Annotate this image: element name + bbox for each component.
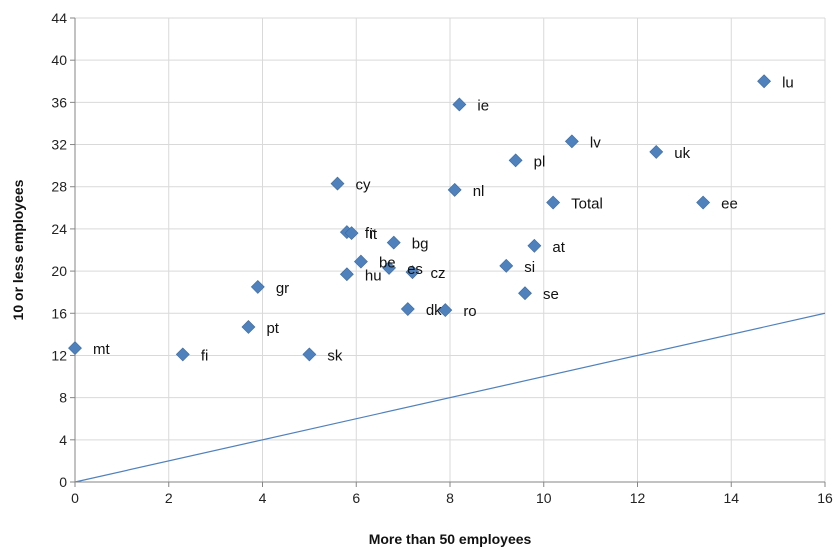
data-point-gr bbox=[250, 279, 265, 294]
axes bbox=[70, 17, 826, 487]
data-point-ro bbox=[438, 303, 453, 318]
data-point-es bbox=[382, 261, 396, 275]
data-point-fi bbox=[175, 347, 190, 362]
y-tick-label: 4 bbox=[59, 432, 67, 448]
point-label-ee: ee bbox=[721, 196, 738, 213]
data-point-pt bbox=[241, 320, 256, 334]
x-tick-label: 2 bbox=[165, 490, 173, 506]
point-label-total: Total bbox=[571, 196, 603, 213]
y-tick-label: 32 bbox=[51, 137, 67, 153]
data-point-pl bbox=[508, 153, 523, 168]
data-point-si bbox=[499, 258, 514, 273]
point-label-it: it bbox=[370, 226, 378, 243]
x-tick-label: 10 bbox=[536, 490, 552, 506]
y-tick-label: 24 bbox=[51, 221, 67, 237]
point-label-lu: lu bbox=[782, 74, 794, 91]
data-point-cz bbox=[405, 265, 420, 280]
y-tick-label: 20 bbox=[51, 263, 67, 279]
data-points bbox=[68, 74, 771, 362]
y-tick-label: 28 bbox=[51, 179, 67, 195]
reference-line bbox=[74, 312, 826, 483]
data-point-be bbox=[354, 254, 368, 269]
y-tick-label: 8 bbox=[59, 390, 67, 406]
y-tick-label: 36 bbox=[51, 94, 67, 110]
y-axis-title: 10 or less employees bbox=[10, 179, 26, 320]
y-tick-label: 12 bbox=[51, 347, 67, 363]
x-tick-label: 8 bbox=[446, 490, 454, 506]
point-label-si: si bbox=[524, 259, 535, 276]
data-point-dk bbox=[400, 302, 415, 316]
point-label-hu: hu bbox=[365, 267, 382, 284]
point-label-lv: lv bbox=[590, 134, 601, 151]
data-point-hu bbox=[339, 267, 354, 282]
data-point-sk bbox=[302, 347, 317, 362]
point-label-cz: cz bbox=[431, 265, 446, 282]
point-label-pl: pl bbox=[534, 153, 546, 170]
y-tick-label: 0 bbox=[59, 474, 67, 490]
x-tick-label: 4 bbox=[259, 490, 267, 506]
data-point-bg bbox=[386, 235, 401, 250]
point-label-at: at bbox=[552, 239, 565, 256]
data-point-ie bbox=[452, 97, 467, 112]
x-tick-label: 6 bbox=[352, 490, 360, 506]
x-tick-label: 16 bbox=[817, 490, 833, 506]
point-label-fr: fr bbox=[365, 225, 374, 242]
y-tick-label: 44 bbox=[51, 10, 67, 26]
y-tick-label: 16 bbox=[51, 305, 67, 321]
x-tick-label: 14 bbox=[723, 490, 739, 506]
point-label-gr: gr bbox=[276, 280, 289, 297]
grid-lines bbox=[75, 17, 826, 482]
data-point-se bbox=[518, 286, 532, 301]
x-axis-title: More than 50 employees bbox=[369, 531, 532, 547]
data-point-uk bbox=[649, 145, 664, 159]
point-label-se: se bbox=[543, 286, 559, 303]
data-point-mt bbox=[68, 341, 82, 355]
reference-line-layer bbox=[74, 312, 826, 483]
point-label-mt: mt bbox=[93, 341, 110, 358]
point-label-fi: fi bbox=[201, 347, 209, 364]
point-label-be: be bbox=[379, 255, 396, 272]
y-tick-label: 40 bbox=[51, 52, 67, 68]
point-label-sk: sk bbox=[327, 347, 343, 364]
data-point-total bbox=[546, 195, 561, 210]
point-label-cy: cy bbox=[356, 177, 372, 194]
point-label-pt: pt bbox=[266, 320, 279, 337]
data-point-lu bbox=[757, 74, 771, 89]
x-tick-label: 0 bbox=[71, 490, 79, 506]
point-label-bg: bg bbox=[412, 236, 429, 253]
data-point-it bbox=[344, 226, 359, 241]
data-point-at bbox=[527, 238, 542, 253]
data-point-nl bbox=[447, 182, 462, 197]
data-point-ee bbox=[696, 195, 711, 210]
point-label-uk: uk bbox=[674, 145, 690, 162]
point-label-dk: dk bbox=[426, 302, 442, 319]
data-point-lv bbox=[564, 134, 579, 149]
data-point-cy bbox=[330, 176, 345, 191]
point-label-ie: ie bbox=[477, 97, 489, 114]
point-label-ro: ro bbox=[463, 303, 476, 320]
point-label-nl: nl bbox=[473, 183, 485, 200]
point-label-es: es bbox=[407, 261, 423, 278]
x-tick-label: 12 bbox=[630, 490, 646, 506]
